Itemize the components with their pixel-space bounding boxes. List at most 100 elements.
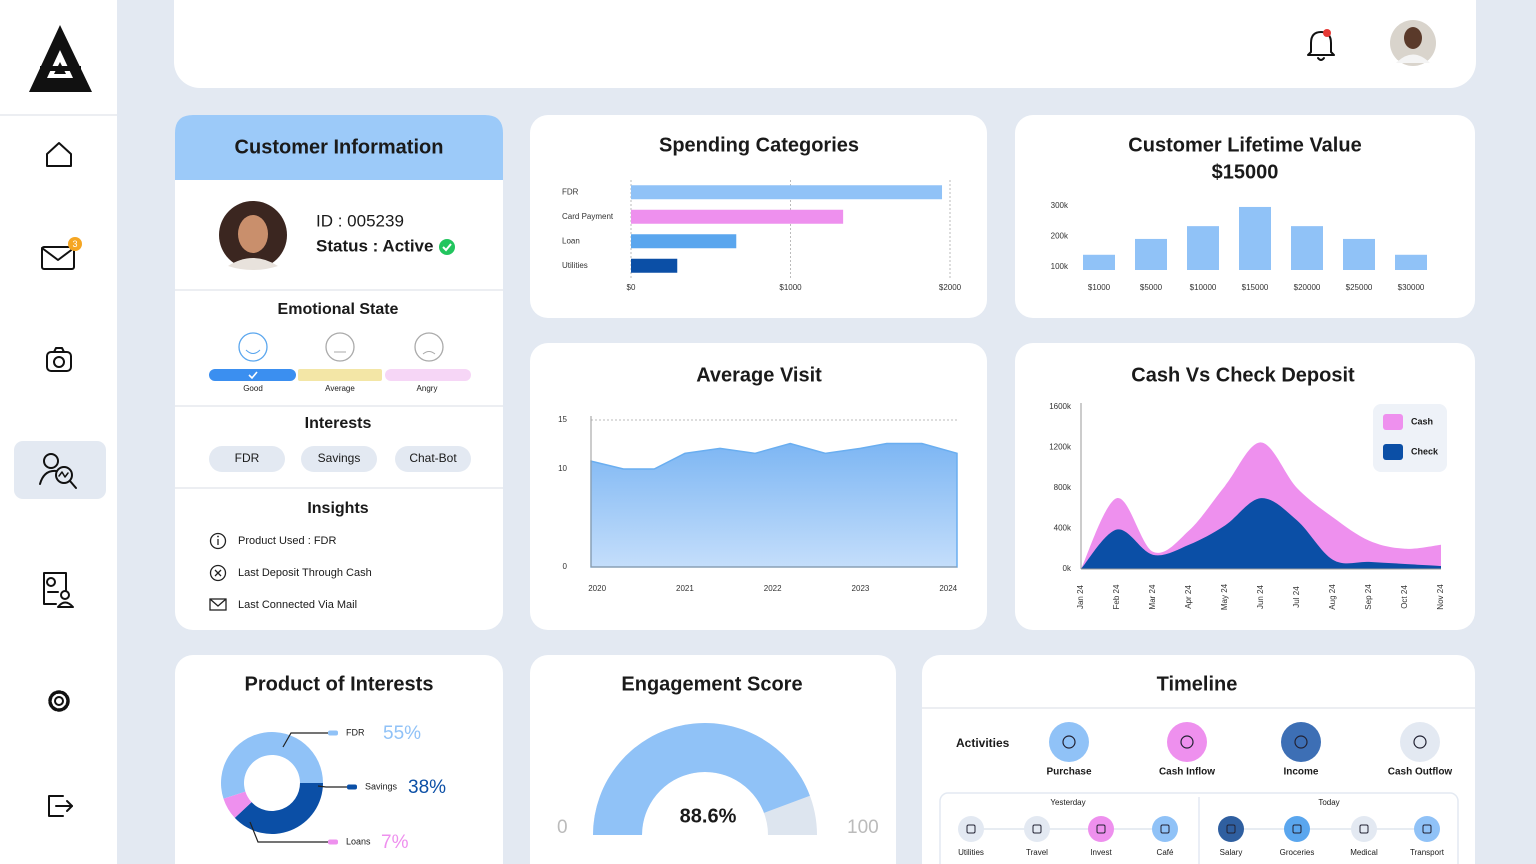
timeline-item-label: Invest xyxy=(1090,848,1112,857)
nav-customer-search[interactable] xyxy=(39,453,77,489)
nav-settings-part[interactable] xyxy=(48,690,70,712)
y-tick-label: 200k xyxy=(1051,232,1069,241)
sidebar-part xyxy=(0,0,117,864)
timeline-item-glyph xyxy=(1096,824,1106,834)
interest-tag[interactable] xyxy=(209,446,285,472)
notification-bell-part[interactable] xyxy=(1323,29,1331,37)
nav-home-part[interactable] xyxy=(46,142,72,167)
interest-tag[interactable] xyxy=(301,446,377,472)
timeline-item-glyph xyxy=(1292,824,1302,834)
legend-label: Loans xyxy=(346,836,371,846)
customer-id: ID : 005239 xyxy=(316,211,404,230)
user-avatar-part[interactable] xyxy=(1404,27,1422,49)
y-tick-label: 100k xyxy=(1051,262,1069,271)
activity-label: Cash Outflow xyxy=(1388,767,1453,778)
nav-logout-part[interactable] xyxy=(48,795,64,817)
notification-bell-part[interactable] xyxy=(1307,31,1335,56)
nav-reports-part[interactable] xyxy=(46,577,56,587)
timeline-item-icon[interactable] xyxy=(1088,816,1114,842)
emotion-scale-part xyxy=(298,369,382,381)
nav-home[interactable] xyxy=(46,142,72,167)
nav-customer-search-part[interactable] xyxy=(43,453,59,469)
user-avatar-part[interactable] xyxy=(1396,54,1430,64)
x-tick-label: Aug 24 xyxy=(1328,584,1337,610)
timeline-item-icon[interactable] xyxy=(1218,816,1244,842)
x-tick-label: 2022 xyxy=(764,584,782,593)
data-label: 38% xyxy=(408,777,446,798)
nav-camera-part[interactable] xyxy=(46,351,72,372)
bar xyxy=(631,185,943,200)
x-tick-label: Jun 24 xyxy=(1256,584,1265,609)
sidebar xyxy=(0,0,117,864)
timeline-item-icon[interactable] xyxy=(1284,816,1310,842)
x-tick-label: Oct 24 xyxy=(1400,585,1409,609)
insight-icon-part xyxy=(217,535,219,538)
leader-marker xyxy=(328,839,338,845)
logo[interactable] xyxy=(29,25,92,92)
emotion-scale-part xyxy=(385,369,471,381)
leader-marker xyxy=(328,730,338,736)
nav-camera[interactable] xyxy=(46,347,72,372)
nav-reports-part[interactable] xyxy=(43,572,67,605)
nav-customer-search-part[interactable] xyxy=(58,471,69,478)
timeline-item-icon[interactable] xyxy=(958,816,984,842)
interest-tag[interactable] xyxy=(395,446,471,472)
timeline-item-glyph xyxy=(1422,824,1432,834)
nav-settings[interactable] xyxy=(48,690,70,712)
nav-customer-search-part[interactable] xyxy=(55,466,73,484)
x-tick-label: Mar 24 xyxy=(1148,584,1157,609)
nav-mail[interactable] xyxy=(41,246,75,270)
nav-customer-search-part[interactable] xyxy=(69,480,77,489)
timeline-item-label: Café xyxy=(1157,848,1174,857)
nav-customer-search-part[interactable] xyxy=(39,469,57,485)
nav-mail-part[interactable] xyxy=(41,247,75,261)
x-tick-label: Jul 24 xyxy=(1292,586,1301,608)
bar xyxy=(1135,238,1167,270)
activity-icon[interactable] xyxy=(1167,722,1207,762)
nav-reports-part[interactable] xyxy=(57,601,74,608)
timeline-item-icon[interactable] xyxy=(1024,816,1050,842)
notification-bell[interactable] xyxy=(1307,29,1335,61)
timeline-item-icon[interactable] xyxy=(1414,816,1440,842)
card-title: Customer Information xyxy=(235,136,444,158)
notification-bell-part[interactable] xyxy=(1317,57,1325,61)
activity-label: Purchase xyxy=(1046,767,1091,778)
nav-reports[interactable] xyxy=(43,572,74,608)
data-label: 55% xyxy=(383,723,421,744)
legend-swatch xyxy=(1383,414,1403,430)
y-tick-label: 1600k xyxy=(1049,402,1072,411)
nav-logout-part[interactable] xyxy=(66,800,73,812)
bar xyxy=(631,234,737,249)
insight-item: Last Deposit Through Cash xyxy=(238,567,372,579)
logo-part[interactable] xyxy=(54,62,66,74)
timeline-item-label: Salary xyxy=(1220,848,1243,857)
timeline-item-label: Groceries xyxy=(1280,848,1315,857)
insight-item: Product Used : FDR xyxy=(238,535,336,547)
bar xyxy=(1239,206,1271,270)
nav-logout[interactable] xyxy=(48,795,73,817)
legend-label: Cash xyxy=(1411,416,1433,426)
interest-tag-label: FDR xyxy=(235,451,260,465)
chart-title: Product of Interests xyxy=(245,673,434,695)
legend-box xyxy=(1373,404,1447,472)
nav-camera-part[interactable] xyxy=(53,356,65,368)
section-title: Emotional State xyxy=(278,301,399,318)
timeline-item-icon[interactable] xyxy=(1152,816,1178,842)
nav-reports-part[interactable] xyxy=(60,590,70,600)
nav-camera-part[interactable] xyxy=(53,347,65,353)
bar xyxy=(1291,226,1323,270)
activity-icon[interactable] xyxy=(1281,722,1321,762)
customer-status: Status : Active xyxy=(316,236,433,255)
legend-label: Check xyxy=(1411,446,1439,456)
nav-mail-part[interactable] xyxy=(41,246,75,270)
x-tick-label: $15000 xyxy=(1242,283,1269,292)
activity-icon[interactable] xyxy=(1400,722,1440,762)
timeline-item-icon[interactable] xyxy=(1351,816,1377,842)
user-avatar[interactable] xyxy=(1390,20,1436,66)
legend-label: FDR xyxy=(346,727,365,737)
activity-icon[interactable] xyxy=(1049,722,1089,762)
nav-settings-part[interactable] xyxy=(54,696,64,706)
nav-active-background xyxy=(14,441,106,499)
section-title: Insights xyxy=(307,500,368,517)
